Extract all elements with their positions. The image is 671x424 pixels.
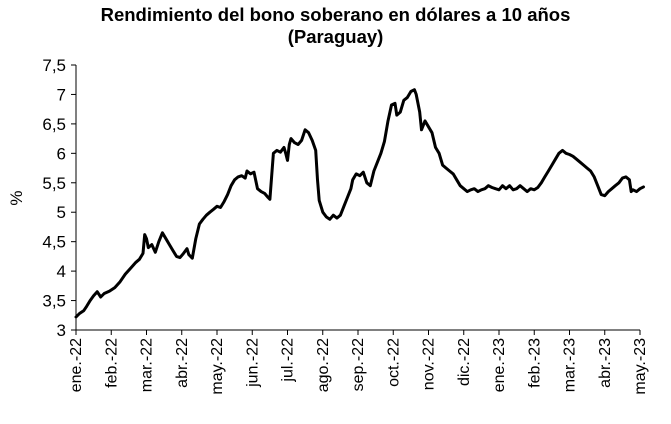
- y-tick-label: 7: [57, 85, 66, 104]
- y-tick-label: 7,5: [42, 56, 66, 75]
- x-tick-label: oct.-22: [385, 338, 402, 387]
- x-tick-label: ene.-23: [491, 338, 508, 392]
- y-axis: 3 3,5 4 4,5 5 5,5 6 6,5 7 7,5: [42, 56, 77, 340]
- x-tick-label: may.-23: [632, 338, 649, 395]
- chart-subtitle: (Paraguay): [287, 26, 384, 47]
- x-tick-label: mar.-23: [562, 338, 579, 392]
- series-line-0: [74, 88, 645, 319]
- x-tick-label: feb.-22: [103, 338, 120, 388]
- y-tick-label: 5,5: [42, 174, 66, 193]
- x-tick-label: jul.-22: [280, 338, 297, 383]
- x-tick-label: dic.-22: [456, 338, 473, 386]
- y-tick-label: 6: [57, 144, 66, 163]
- x-tick-label: may.-22: [209, 338, 226, 395]
- x-tick-label: ene.-22: [68, 338, 85, 392]
- x-tick-label: mar.-22: [139, 338, 156, 392]
- x-tick-label: sep.-22: [350, 338, 367, 391]
- x-tick-label: ago.-22: [315, 338, 332, 392]
- y-tick-label: 6,5: [42, 115, 66, 134]
- x-tick-label: jun.-22: [244, 338, 261, 388]
- chart-title-line1: Rendimiento del bono soberano en dólares…: [100, 4, 571, 25]
- y-tick-label: 5: [57, 203, 66, 222]
- x-tick-label: abr.-23: [597, 338, 614, 388]
- x-axis: ene.-22 feb.-22 mar.-22 abr.-22 may.-22 jun.-…: [68, 329, 649, 395]
- y-tick-label: 4,5: [42, 233, 66, 252]
- y-tick-label: 4: [57, 262, 66, 281]
- y-tick-label: 3,5: [42, 292, 66, 311]
- x-tick-label: feb.-23: [526, 338, 543, 388]
- y-tick-label: 3: [57, 321, 66, 340]
- y-axis-label: %: [7, 190, 26, 205]
- x-tick-label: abr.-22: [174, 338, 191, 388]
- chart-title: Rendimiento del bono soberano en dólares…: [0, 4, 671, 48]
- series-layer: [74, 88, 645, 319]
- x-tick-label: nov.-22: [421, 338, 438, 390]
